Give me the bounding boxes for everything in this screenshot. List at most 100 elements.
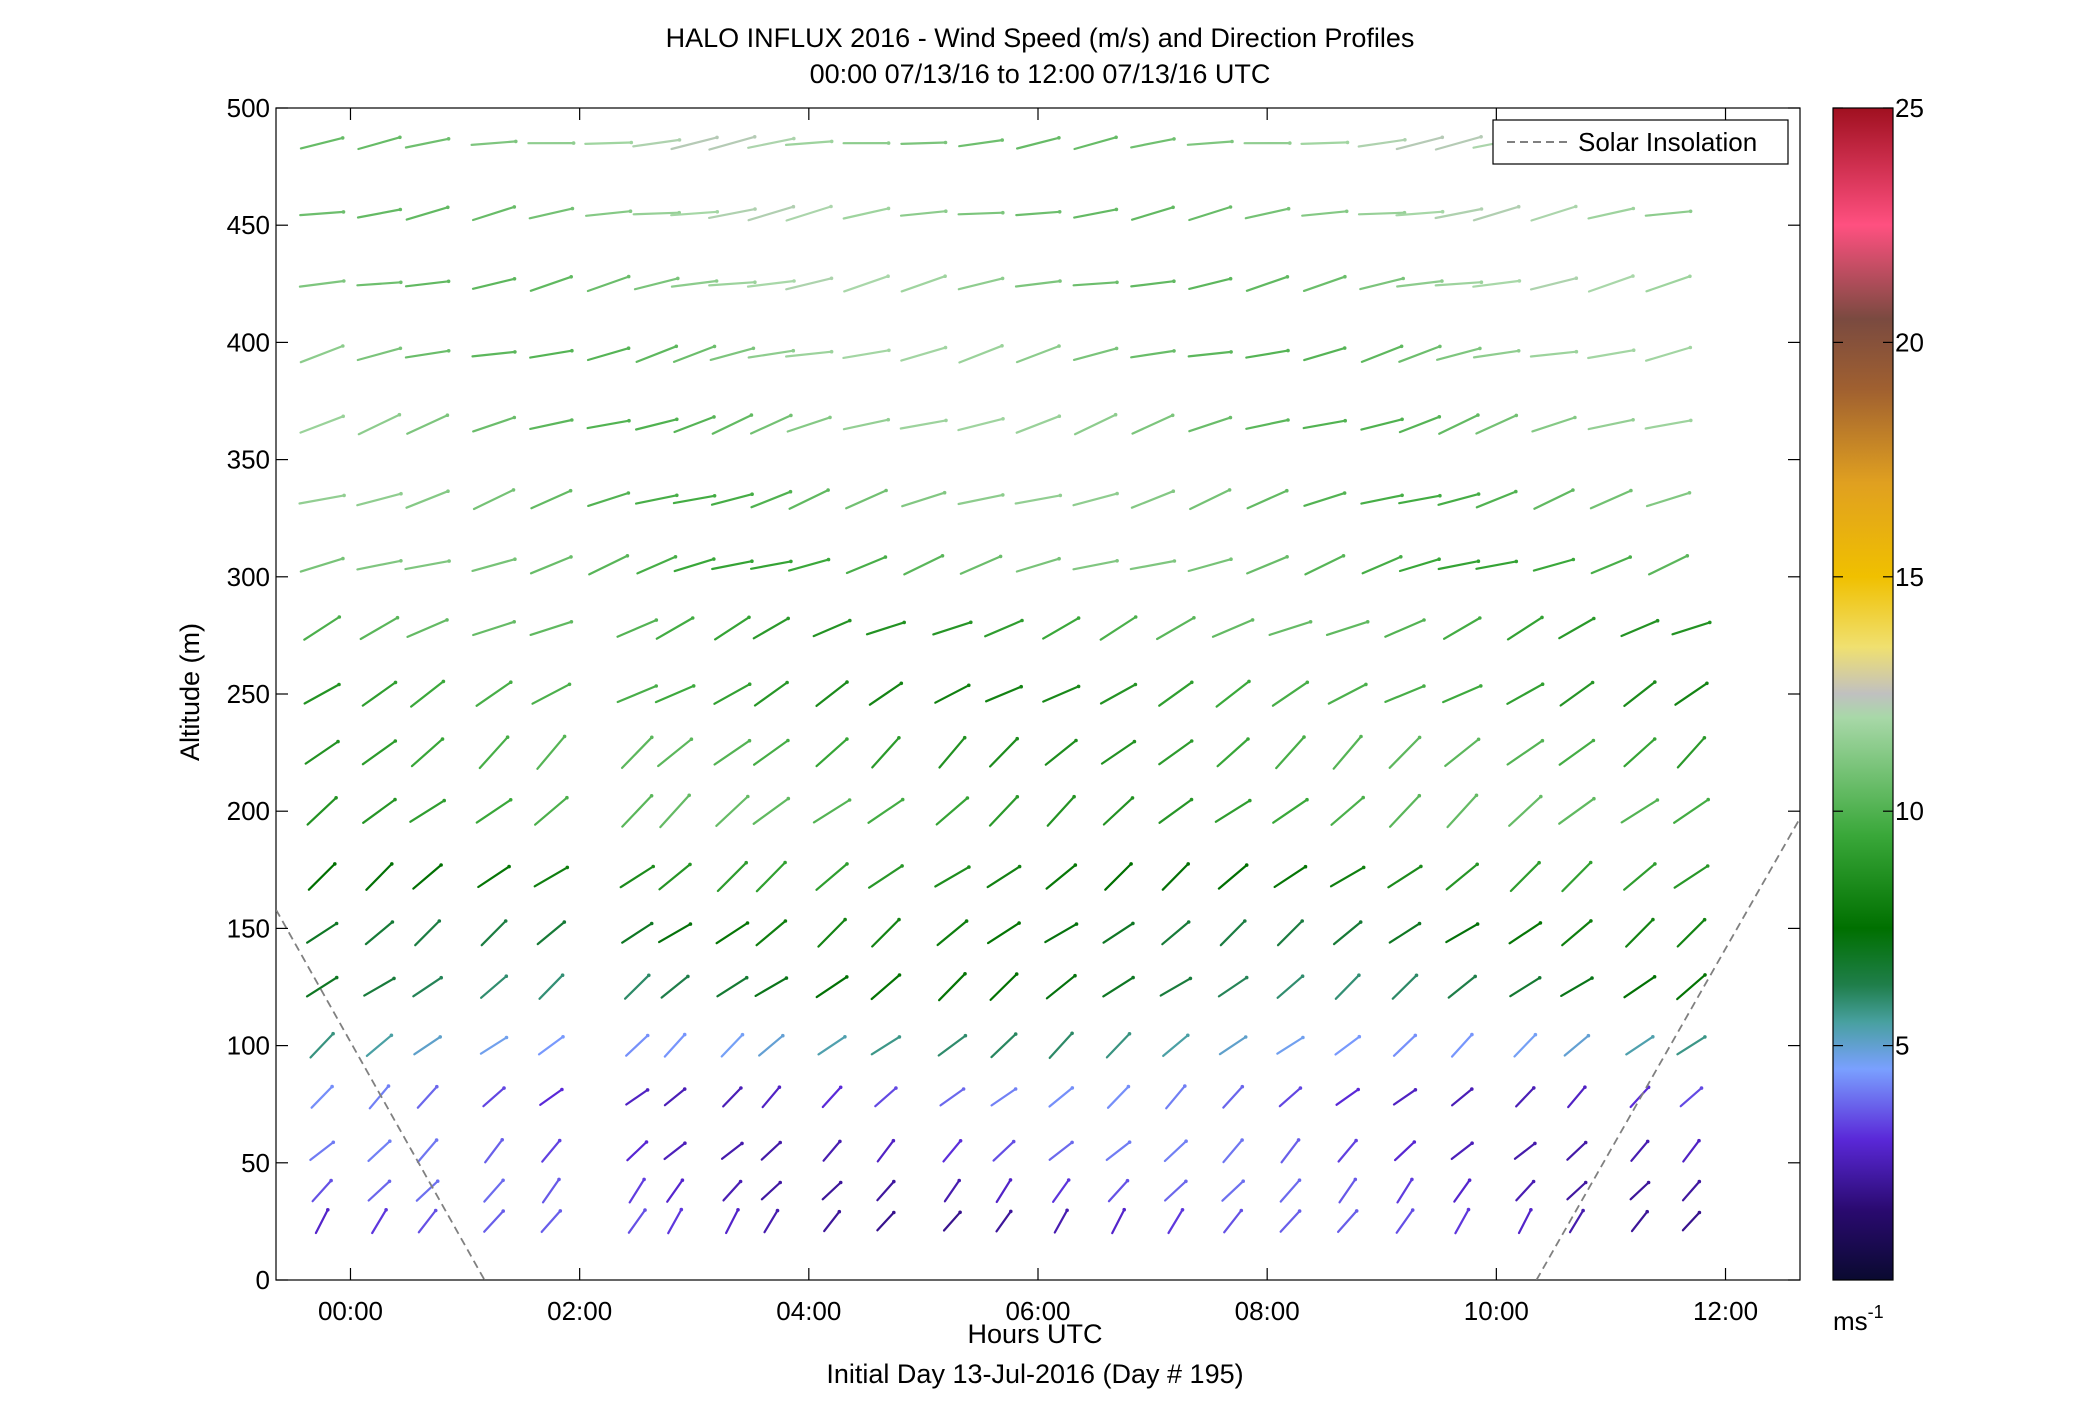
- wind-vector: [1217, 863, 1248, 890]
- wind-vector-head: [1342, 491, 1347, 495]
- wind-vector: [1188, 205, 1232, 222]
- wind-vector: [305, 976, 338, 998]
- wind-vector-head: [688, 862, 692, 867]
- wind-vector: [870, 973, 901, 1001]
- wind-vector-head: [514, 139, 518, 144]
- wind-vector: [298, 279, 345, 288]
- wind-vector: [1590, 555, 1632, 575]
- solar-insolation-segment: [1535, 817, 1800, 1280]
- wind-vector: [1532, 558, 1575, 572]
- colorbar-tick-label: 15: [1895, 562, 1924, 592]
- wind-vector: [1221, 1180, 1245, 1202]
- wind-vector-head: [1308, 620, 1313, 624]
- wind-vector-head: [894, 1086, 898, 1090]
- wind-vector-head: [1288, 141, 1292, 145]
- wind-vector: [416, 1085, 438, 1109]
- wind-vector-head: [341, 210, 346, 214]
- wind-vector: [1130, 137, 1176, 149]
- wind-vector-head: [1057, 210, 1062, 214]
- wind-vector-head: [1539, 794, 1543, 799]
- wind-vector-head: [1422, 684, 1426, 688]
- y-tick-label: 350: [227, 445, 270, 475]
- wind-vector: [1042, 685, 1080, 703]
- wind-vector: [1437, 560, 1480, 571]
- wind-vector-head: [1297, 1178, 1302, 1182]
- wind-vector-head: [512, 620, 516, 624]
- wind-vector-head: [1247, 679, 1251, 684]
- wind-vector: [1131, 414, 1174, 435]
- wind-vector-head: [650, 735, 654, 740]
- wind-vector: [1587, 207, 1635, 220]
- wind-vector-head: [884, 488, 888, 493]
- wind-vector: [1044, 739, 1078, 766]
- wind-vector: [1454, 1208, 1470, 1235]
- wind-vector: [1533, 489, 1575, 510]
- wind-vector: [900, 346, 947, 362]
- wind-vector-head: [1130, 796, 1135, 800]
- wind-vector: [480, 919, 507, 947]
- wind-vector-head: [393, 797, 397, 802]
- wind-vector-head: [1129, 862, 1133, 866]
- wind-vector-head: [943, 274, 947, 279]
- wind-vector: [842, 418, 890, 431]
- wind-vector-head: [1422, 618, 1426, 622]
- wind-vector-head: [1514, 489, 1518, 494]
- wind-vector-head: [445, 618, 449, 622]
- wind-vector: [1517, 1208, 1533, 1235]
- wind-vector: [763, 1209, 779, 1234]
- wind-vector-head: [1228, 276, 1233, 281]
- wind-vector: [812, 619, 851, 638]
- y-tick-label: 100: [227, 1031, 270, 1061]
- wind-vector-head: [1009, 1209, 1013, 1214]
- wind-vector-head: [1072, 794, 1076, 799]
- wind-vector-head: [942, 490, 947, 495]
- wind-vector: [986, 865, 1021, 889]
- wind-vector: [1438, 414, 1480, 435]
- wind-vector: [673, 557, 715, 573]
- wind-vector-head: [1066, 1178, 1071, 1182]
- wind-vector-head: [957, 1178, 961, 1183]
- wind-vector-head: [1533, 1141, 1537, 1146]
- wind-vector: [299, 210, 345, 217]
- wind-vector-head: [689, 737, 694, 741]
- wind-vector: [708, 281, 757, 287]
- wind-vector: [713, 739, 751, 766]
- wind-vector-head: [440, 737, 445, 741]
- wind-vector: [483, 1209, 505, 1233]
- wind-vector-head: [964, 919, 969, 923]
- wind-vector: [364, 920, 394, 946]
- wind-vector: [1048, 1032, 1074, 1060]
- wind-vector: [713, 616, 751, 641]
- wind-vector: [404, 137, 450, 149]
- wind-vector: [484, 1138, 504, 1164]
- wind-vector-head: [943, 140, 948, 145]
- wind-vector: [625, 1034, 649, 1057]
- wind-vector-head: [682, 1087, 687, 1091]
- wind-vector: [1450, 1087, 1473, 1107]
- wind-vector-head: [393, 739, 398, 743]
- wind-vector-head: [1645, 1139, 1650, 1144]
- wind-vector: [628, 1178, 646, 1204]
- wind-vector-head: [848, 618, 852, 623]
- wind-vector-head: [629, 140, 634, 145]
- wind-vector: [634, 494, 678, 505]
- wind-vector: [1073, 413, 1117, 436]
- wind-vector-head: [1688, 209, 1693, 214]
- wind-vector-head: [897, 1035, 902, 1039]
- wind-vector: [1435, 347, 1482, 361]
- wind-vector-head: [649, 921, 654, 926]
- wind-vector-head: [1473, 974, 1477, 979]
- wind-vector: [986, 921, 1021, 945]
- wind-vector: [1215, 680, 1251, 708]
- wind-vector: [299, 136, 344, 150]
- wind-vector: [1529, 350, 1578, 358]
- wind-vector-head: [828, 415, 832, 420]
- wind-vector-head: [892, 1210, 896, 1215]
- wind-vector-head: [1243, 1035, 1248, 1039]
- wind-vector: [1623, 975, 1656, 999]
- wind-vector-head: [398, 207, 403, 212]
- wind-vector-head: [1172, 279, 1176, 284]
- wind-vector: [715, 795, 749, 828]
- wind-vector-head: [829, 139, 834, 144]
- wind-vector-head: [967, 865, 971, 869]
